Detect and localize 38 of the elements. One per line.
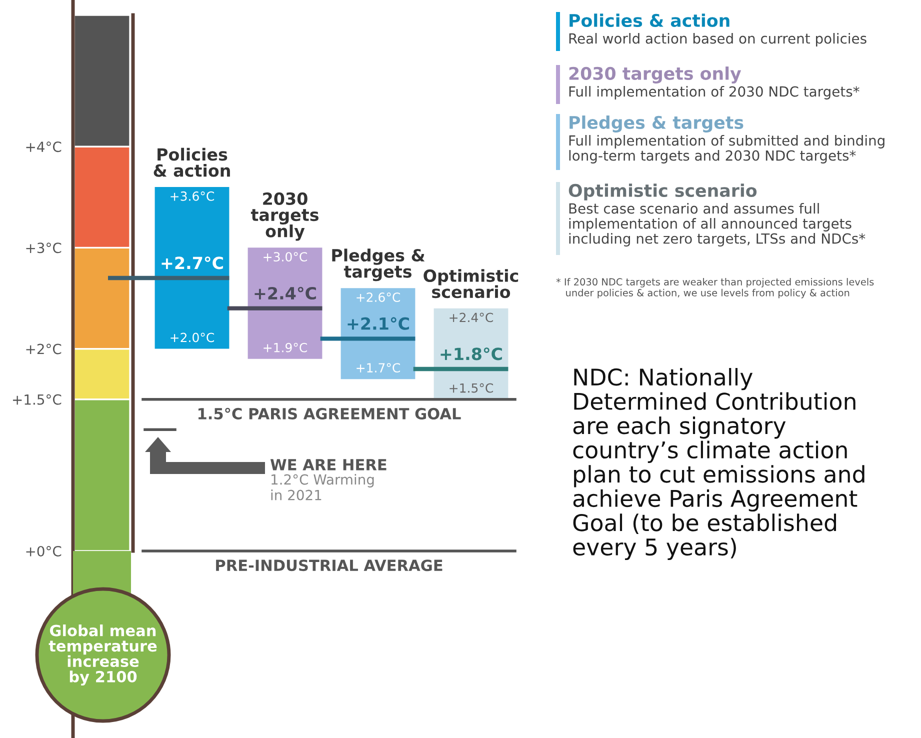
annotation: 1.2°C Warming in 2021 <box>271 474 374 500</box>
annotation: +2.6°C <box>356 292 400 302</box>
ref-line-label: +2.1°C <box>348 317 409 330</box>
annotation: 2030 targets only <box>250 192 318 241</box>
annotation: +1.5°C <box>450 383 493 393</box>
text: * If 2030 NDC targets are weaker than projected emissions levels under policies & action, we use levels from policy & action <box>556 278 874 298</box>
annotation: Optimistic scenario <box>424 269 518 298</box>
y-tick-label: +3°C <box>26 242 62 254</box>
annotation: Policies & action <box>154 148 230 177</box>
annotation: +2.0°C <box>170 332 214 342</box>
ref-line-label: +1.8°C <box>440 347 502 360</box>
ref-line-label: PRE-INDUSTRIAL AVERAGE <box>216 560 442 572</box>
text: 2030 targets only <box>569 66 742 84</box>
ref-line-label: 1.5°C PARIS AGREEMENT GOAL <box>198 408 461 420</box>
annotation: Pledges & targets <box>332 248 425 282</box>
text: Full implementation of 2030 NDC targets* <box>569 86 860 100</box>
text: Pledges & targets <box>570 116 744 132</box>
text: NDC: Nationally Determined Contribution are each signatory country’s climate action plan to cut emissions and achieve Paris Agreement Goal (to be established every 5 years) <box>573 368 864 560</box>
text: Real world action based on current policies <box>569 33 866 46</box>
annotation: +2.4°C <box>450 312 493 322</box>
annotation: +3.0°C <box>264 252 307 262</box>
annotation: +3.6°C <box>170 191 214 201</box>
annotation: Global mean temperature increase by 2100 <box>48 624 157 686</box>
y-tick-label: +0°C <box>26 546 62 556</box>
y-tick-label: +4°C <box>26 142 62 152</box>
text: Optimistic scenario <box>568 184 757 200</box>
bar <box>248 248 322 359</box>
text: Best case scenario and assumes full implementation of all announced targets including net zero targets, LTSs and NDCs* <box>569 203 866 246</box>
ref-line-label: +2.7°C <box>162 256 223 270</box>
y-tick-label: +2°C <box>26 344 62 354</box>
annotation: +1.7°C <box>356 363 400 373</box>
y-tick-label: +1.5°C <box>12 394 62 405</box>
ref-line-label: +2.4°C <box>254 286 316 300</box>
annotation: WE ARE HERE <box>270 459 386 470</box>
annotation: +1.9°C <box>264 342 307 352</box>
text: Policies & action <box>570 14 730 28</box>
bar <box>154 187 230 349</box>
text: Full implementation of submitted and binding long-term targets and 2030 NDC targets* <box>569 135 884 164</box>
